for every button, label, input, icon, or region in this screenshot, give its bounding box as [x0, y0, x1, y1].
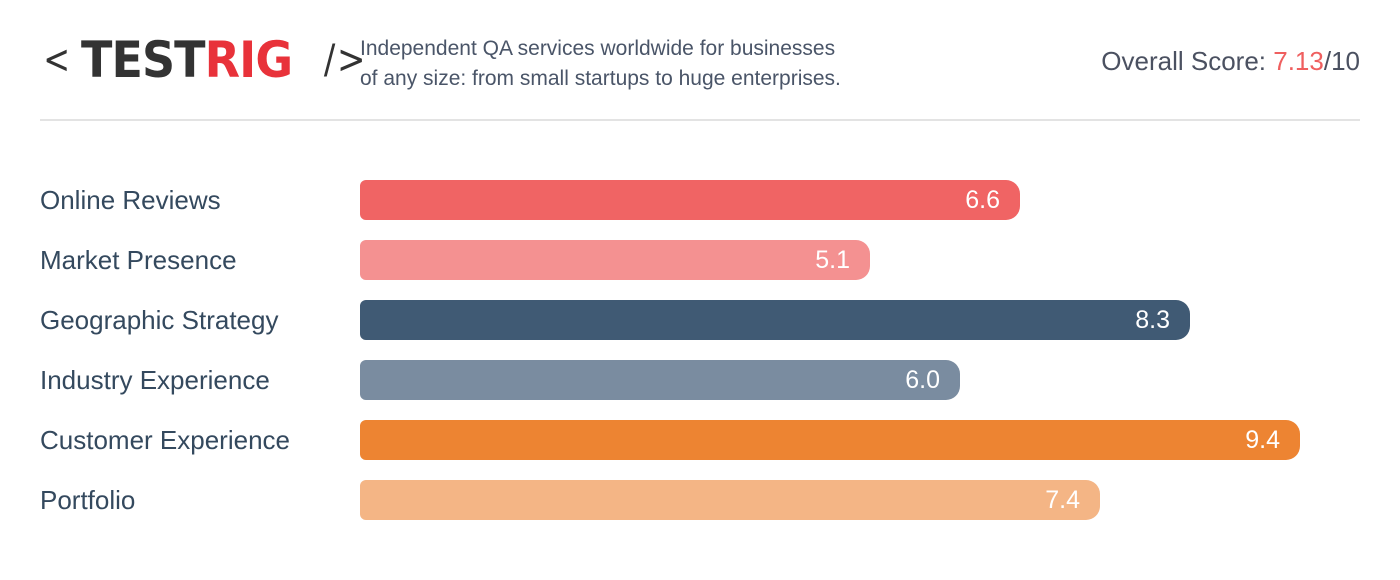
testrig-logo[interactable]: < TESTRIG /> — [40, 35, 371, 85]
code-bracket-right-icon: /> — [323, 37, 368, 83]
chart-row: Customer Experience 9.4 — [0, 420, 1400, 460]
category-label: Geographic Strategy — [40, 305, 279, 335]
category-label: Market Presence — [40, 245, 237, 275]
bar-value-label: 9.4 — [1245, 426, 1280, 454]
category-label: Portfolio — [40, 485, 136, 515]
logo-wordmark: TESTRIG — [81, 35, 293, 85]
logo-word-test: TEST — [80, 31, 206, 89]
bar-value-label: 7.4 — [1045, 486, 1080, 514]
company-tagline: Independent QA services worldwide for bu… — [360, 34, 940, 94]
tagline-line-1: Independent QA services worldwide for bu… — [360, 37, 836, 60]
header: < TESTRIG /> Independent QA services wor… — [40, 30, 1360, 100]
chart-row: Online Reviews 6.6 — [0, 180, 1400, 220]
score-bar: 8.3 — [360, 300, 1190, 340]
category-label: Customer Experience — [40, 425, 290, 455]
bar-value-label: 6.6 — [965, 186, 1000, 214]
header-divider — [40, 119, 1360, 121]
chart-row: Industry Experience 6.0 — [0, 360, 1400, 400]
bar-value-label: 8.3 — [1135, 306, 1170, 334]
logo-word-rig: RIG — [204, 31, 292, 89]
overall-score-value: 7.13 — [1273, 46, 1324, 76]
chart-row: Geographic Strategy 8.3 — [0, 300, 1400, 340]
overall-score: Overall Score: 7.13/10 — [1101, 44, 1360, 78]
overall-score-max: /10 — [1323, 46, 1360, 76]
code-bracket-left-icon: < — [43, 37, 70, 83]
score-bar: 5.1 — [360, 240, 870, 280]
score-bar: 7.4 — [360, 480, 1100, 520]
chart-row: Portfolio 7.4 — [0, 480, 1400, 520]
category-label: Industry Experience — [40, 365, 270, 395]
chart-row: Market Presence 5.1 — [0, 240, 1400, 280]
score-bar: 6.6 — [360, 180, 1020, 220]
overall-score-label: Overall Score: — [1101, 46, 1274, 76]
tagline-line-2: of any size: from small startups to huge… — [360, 67, 841, 90]
bar-value-label: 5.1 — [815, 246, 850, 274]
score-bar: 6.0 — [360, 360, 960, 400]
score-bar: 9.4 — [360, 420, 1300, 460]
bar-value-label: 6.0 — [905, 366, 940, 394]
category-label: Online Reviews — [40, 185, 221, 215]
